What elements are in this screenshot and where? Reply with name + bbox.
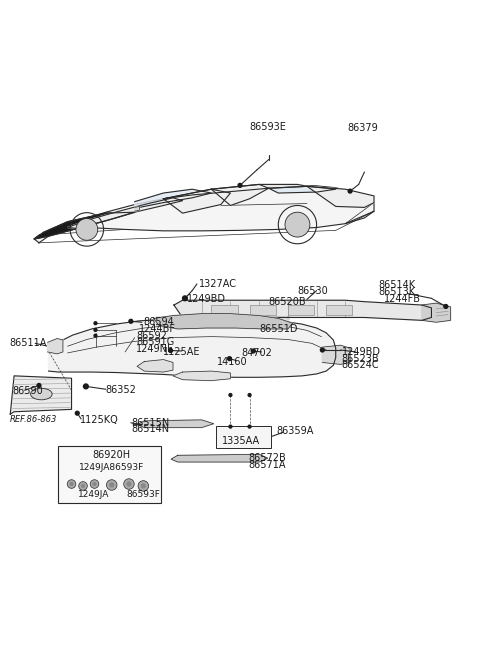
Text: 1249JA86593F: 1249JA86593F	[79, 463, 144, 472]
Circle shape	[67, 480, 76, 488]
Bar	[326, 304, 352, 315]
Circle shape	[92, 482, 96, 486]
Circle shape	[81, 483, 85, 488]
Text: 86591G: 86591G	[136, 337, 174, 348]
Text: 86513K: 86513K	[379, 287, 416, 297]
Bar	[250, 304, 276, 315]
Circle shape	[444, 304, 448, 308]
Circle shape	[84, 384, 88, 389]
Polygon shape	[422, 303, 451, 322]
Circle shape	[126, 482, 132, 487]
Circle shape	[90, 480, 99, 488]
Circle shape	[70, 482, 74, 486]
Text: 1244FB: 1244FB	[384, 295, 420, 304]
Circle shape	[182, 296, 187, 300]
FancyBboxPatch shape	[216, 426, 271, 447]
Polygon shape	[137, 359, 173, 372]
Circle shape	[107, 480, 117, 490]
Text: 86359A: 86359A	[276, 426, 313, 436]
Text: 86352: 86352	[105, 385, 136, 395]
Polygon shape	[48, 338, 63, 354]
Circle shape	[124, 479, 134, 489]
Circle shape	[285, 212, 310, 237]
Circle shape	[109, 482, 114, 487]
Circle shape	[138, 481, 149, 491]
Circle shape	[238, 184, 242, 188]
Text: 1335AA: 1335AA	[222, 436, 260, 446]
Polygon shape	[323, 345, 350, 364]
Circle shape	[94, 322, 97, 325]
Circle shape	[228, 357, 231, 361]
Circle shape	[76, 218, 98, 240]
Polygon shape	[307, 186, 374, 207]
Circle shape	[37, 384, 41, 387]
Text: 86920H: 86920H	[93, 450, 131, 461]
Text: 1249NL: 1249NL	[136, 344, 174, 354]
Text: 1244BF: 1244BF	[139, 324, 176, 334]
Circle shape	[129, 319, 133, 323]
Text: 84702: 84702	[241, 348, 272, 358]
Polygon shape	[269, 186, 336, 193]
Text: 86514K: 86514K	[379, 280, 416, 290]
Text: 86571A: 86571A	[249, 460, 286, 470]
Circle shape	[229, 394, 232, 396]
Polygon shape	[211, 184, 269, 205]
Circle shape	[321, 348, 324, 352]
Circle shape	[94, 329, 97, 331]
Polygon shape	[163, 189, 230, 213]
Polygon shape	[135, 189, 211, 209]
Text: 1249BD: 1249BD	[187, 295, 227, 304]
Circle shape	[141, 483, 146, 489]
Bar	[211, 304, 238, 315]
Text: 86590: 86590	[12, 386, 43, 396]
Circle shape	[248, 425, 251, 428]
Text: 1125KQ: 1125KQ	[80, 415, 119, 425]
Polygon shape	[174, 300, 432, 320]
Text: 86511A: 86511A	[9, 338, 47, 348]
Text: 14160: 14160	[217, 356, 248, 367]
Text: 86514N: 86514N	[131, 424, 169, 434]
FancyBboxPatch shape	[58, 446, 161, 502]
Text: 86593F: 86593F	[127, 490, 160, 499]
Text: 86551D: 86551D	[259, 324, 298, 334]
Circle shape	[248, 394, 251, 396]
Text: 86515N: 86515N	[131, 418, 169, 428]
Polygon shape	[173, 371, 230, 380]
Bar	[288, 304, 314, 315]
Text: 1249BD: 1249BD	[341, 347, 381, 357]
Circle shape	[229, 425, 232, 428]
Polygon shape	[10, 376, 72, 414]
Text: 86523B: 86523B	[341, 354, 379, 363]
Text: 86572B: 86572B	[249, 453, 287, 463]
Polygon shape	[34, 186, 374, 243]
Polygon shape	[68, 198, 182, 228]
Polygon shape	[34, 212, 135, 239]
Text: 86524C: 86524C	[341, 360, 379, 371]
Ellipse shape	[31, 388, 52, 400]
Polygon shape	[135, 207, 140, 211]
Text: 86593E: 86593E	[250, 122, 287, 132]
Polygon shape	[171, 455, 268, 462]
Polygon shape	[163, 184, 307, 199]
Text: 86520B: 86520B	[269, 297, 306, 306]
Polygon shape	[154, 314, 293, 329]
Text: 1125AE: 1125AE	[163, 347, 201, 357]
Circle shape	[168, 348, 172, 352]
Circle shape	[252, 349, 255, 353]
Text: 86592: 86592	[136, 331, 167, 340]
Circle shape	[94, 334, 97, 337]
Circle shape	[348, 189, 352, 193]
Text: 1327AC: 1327AC	[199, 279, 237, 289]
Text: 86379: 86379	[348, 123, 378, 133]
Text: 86530: 86530	[298, 285, 328, 296]
Polygon shape	[48, 318, 336, 377]
Text: REF.86-863: REF.86-863	[10, 415, 58, 424]
Text: 1249JA: 1249JA	[78, 490, 109, 499]
Circle shape	[75, 411, 79, 415]
Circle shape	[79, 482, 87, 490]
Polygon shape	[137, 420, 214, 428]
Text: 86594: 86594	[144, 318, 174, 327]
